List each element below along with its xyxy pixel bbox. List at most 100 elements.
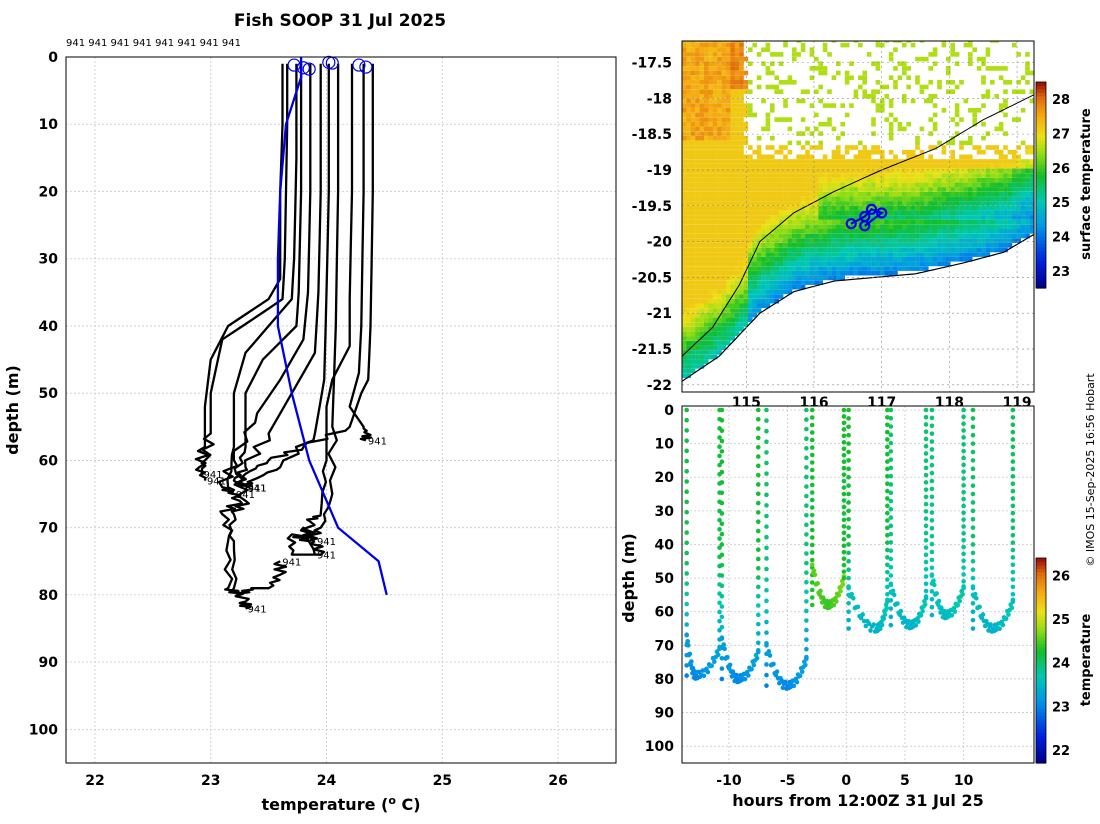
sst-pixel xyxy=(695,210,700,215)
sst-pixel xyxy=(932,52,938,57)
section-point xyxy=(1006,612,1011,617)
section-point xyxy=(970,441,976,446)
sst-pixel xyxy=(844,168,850,174)
sst-pixel xyxy=(712,229,718,234)
sst-pixel xyxy=(968,182,973,188)
section-point xyxy=(1010,437,1016,442)
section-point xyxy=(913,623,919,628)
sst-pixel xyxy=(937,252,942,257)
sst-pixel xyxy=(739,47,744,52)
map-colorbar-segment xyxy=(1036,160,1046,165)
sst-pixel xyxy=(712,247,718,253)
section-point xyxy=(717,527,722,532)
section-point xyxy=(755,491,761,497)
sst-pixel xyxy=(730,159,735,164)
sst-pixel xyxy=(721,177,727,183)
sst-pixel xyxy=(932,159,938,164)
sst-pixel xyxy=(743,238,749,243)
sst-pixel xyxy=(717,182,722,188)
sst-pixel xyxy=(739,275,744,281)
sst-pixel xyxy=(910,98,916,104)
sst-pixel xyxy=(976,215,982,220)
section-point xyxy=(809,542,815,548)
sst-pixel xyxy=(862,205,867,211)
sst-pixel xyxy=(968,196,973,201)
sst-pixel xyxy=(994,168,999,174)
sst-pixel xyxy=(712,215,718,220)
section-point xyxy=(755,621,761,627)
sst-pixel xyxy=(1016,205,1021,211)
sst-pixel xyxy=(712,42,718,48)
sst-pixel xyxy=(712,56,718,62)
sst-pixel xyxy=(717,52,722,57)
section-colorbar-tick: 24 xyxy=(1052,657,1070,672)
section-point xyxy=(824,598,830,604)
sst-pixel xyxy=(686,373,691,378)
sst-pixel xyxy=(950,47,955,52)
sst-pixel xyxy=(695,159,700,164)
sst-pixel xyxy=(897,229,903,234)
sst-pixel xyxy=(946,247,951,253)
sst-pixel xyxy=(682,238,687,243)
sst-pixel xyxy=(919,238,925,243)
sst-pixel xyxy=(682,336,687,341)
sst-pixel xyxy=(976,229,982,234)
sst-pixel xyxy=(686,243,691,248)
sst-pixel xyxy=(721,284,727,290)
sst-pixel xyxy=(682,303,687,309)
sst-pixel xyxy=(796,252,801,257)
sst-pixel xyxy=(800,191,806,197)
sst-pixel xyxy=(686,284,691,290)
sst-pixel xyxy=(884,266,889,271)
sst-pixel xyxy=(770,70,775,76)
sst-pixel xyxy=(888,229,894,234)
sst-pixel xyxy=(822,210,828,215)
sst-pixel xyxy=(726,247,731,253)
sst-pixel xyxy=(730,173,735,178)
sst-pixel xyxy=(884,41,889,43)
map-colorbar-tick: 27 xyxy=(1052,128,1070,143)
sst-pixel xyxy=(756,233,762,239)
sst-pixel xyxy=(1029,187,1034,192)
sst-pixel xyxy=(748,275,753,281)
sst-pixel xyxy=(761,294,766,299)
sst-pixel xyxy=(880,163,885,169)
sst-pixel xyxy=(866,52,872,57)
sst-pixel xyxy=(699,196,705,201)
sst-pixel xyxy=(963,252,969,257)
sst-pixel xyxy=(990,215,995,220)
isobath-contour xyxy=(682,94,1034,357)
sst-pixel xyxy=(880,191,885,197)
sst-pixel xyxy=(717,154,722,160)
sst-pixel xyxy=(950,257,955,262)
sst-pixel xyxy=(981,219,986,225)
section-point xyxy=(719,583,725,589)
sst-pixel xyxy=(800,173,806,178)
profile-end-label: 941 xyxy=(247,483,266,494)
sst-pixel xyxy=(805,229,810,234)
sst-pixel xyxy=(954,52,960,57)
sst-pixel xyxy=(919,229,925,234)
sst-pixel xyxy=(686,112,691,118)
sst-pixel xyxy=(765,257,771,262)
sst-pixel xyxy=(831,149,837,155)
sst-pixel xyxy=(726,145,731,150)
section-point xyxy=(888,457,894,462)
sst-pixel xyxy=(959,247,964,253)
sst-pixel xyxy=(959,215,964,220)
sst-pixel xyxy=(827,159,832,164)
sst-pixel xyxy=(717,298,722,304)
sst-pixel xyxy=(897,126,903,132)
sst-pixel xyxy=(726,66,731,71)
sst-pixel xyxy=(875,89,881,94)
section-point xyxy=(841,414,847,419)
profile-x-tick-label: 23 xyxy=(201,773,220,789)
sst-pixel xyxy=(946,163,951,169)
sst-pixel xyxy=(1020,173,1026,178)
sst-pixel xyxy=(1007,210,1013,215)
profile-end-label: 941 xyxy=(203,470,222,481)
sst-pixel xyxy=(1007,187,1013,192)
sst-pixel xyxy=(699,261,705,267)
sst-pixel xyxy=(941,182,947,188)
